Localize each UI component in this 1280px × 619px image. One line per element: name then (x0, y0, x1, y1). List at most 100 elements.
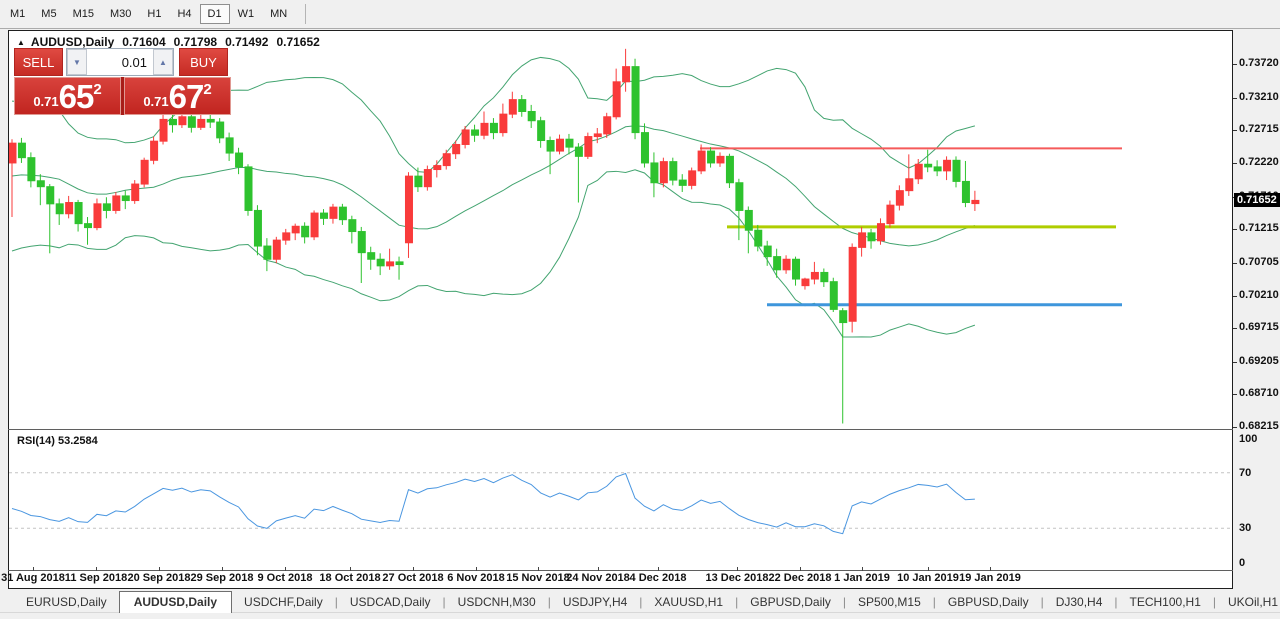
date-axis-tick (222, 567, 223, 571)
chart-tab-audusd-daily[interactable]: AUDUSD,Daily (118, 591, 233, 613)
chart-window (8, 30, 1233, 589)
chart-tab-sp500-m15[interactable]: SP500,M15 (858, 595, 921, 609)
timeframe-button-h1[interactable]: H1 (147, 8, 162, 20)
price-axis-label: 0.69715 (1239, 321, 1279, 333)
date-axis-tick (159, 567, 160, 571)
sell-price-big: 65 (58, 77, 95, 115)
price-axis-tick (1233, 362, 1237, 363)
timeframe-button-m5[interactable]: M5 (41, 8, 57, 20)
chart-tab-usdcnh-m30[interactable]: USDCNH,M30 (457, 595, 536, 609)
sell-button[interactable]: SELL (14, 48, 63, 76)
date-axis-label: 15 Nov 2018 (506, 572, 570, 584)
chart-tab-ukoil-h1[interactable]: UKOil,H1 (1228, 595, 1279, 609)
price-axis-label: 0.72715 (1239, 123, 1279, 135)
date-axis-tick (990, 567, 991, 571)
tab-separator: | (547, 595, 551, 609)
price-axis-label: 0.69205 (1239, 355, 1279, 367)
rsi-pane-bottom-border (8, 570, 1233, 571)
date-axis-label: 11 Sep 2018 (64, 572, 128, 584)
one-click-trade-panel: SELL ▼ ▲ BUY 0.71 65 2 0.71 67 2 (14, 48, 231, 115)
date-axis-label: 22 Dec 2018 (768, 572, 832, 584)
chart-tab-gbpusd-daily[interactable]: GBPUSD,Daily (750, 595, 831, 609)
price-axis-tick (1233, 229, 1237, 230)
tab-separator: | (1040, 595, 1044, 609)
price-axis-tick (1233, 130, 1237, 131)
timeframe-button-d1[interactable]: D1 (199, 4, 230, 24)
collapse-icon[interactable]: ▲ (17, 37, 25, 47)
date-axis-label: 10 Jan 2019 (897, 572, 959, 584)
volume-input[interactable] (87, 49, 153, 75)
rsi-value: 53.2584 (57, 435, 98, 447)
rsi-indicator-label: RSI(14) 53.2584 (17, 435, 98, 447)
date-axis-label: 20 Sep 2018 (127, 572, 191, 584)
toolbar-separator (305, 4, 307, 24)
date-axis-tick (96, 567, 97, 571)
timeframe-button-m30[interactable]: M30 (109, 8, 132, 20)
buy-button[interactable]: BUY (179, 48, 228, 76)
date-axis-label: 13 Dec 2018 (705, 572, 769, 584)
timeframe-button-m15[interactable]: M15 (72, 8, 94, 20)
buy-price-big: 67 (168, 77, 205, 115)
price-axis-label: 0.70210 (1239, 289, 1279, 301)
date-axis-label: 4 Dec 2018 (629, 572, 687, 584)
price-axis-label: 0.73210 (1239, 91, 1279, 103)
timeframe-button-m1[interactable]: M1 (10, 8, 26, 20)
date-axis-tick (350, 567, 351, 571)
timeframe-button-w1[interactable]: W1 (237, 8, 255, 20)
buy-price-display[interactable]: 0.71 67 2 (124, 77, 231, 115)
chart-tab-gbpusd-daily[interactable]: GBPUSD,Daily (947, 595, 1029, 609)
date-axis-label: 27 Oct 2018 (382, 572, 444, 584)
price-axis-label: 0.71215 (1239, 222, 1279, 234)
chart-tab-usdcad-daily[interactable]: USDCAD,Daily (349, 595, 431, 609)
bollinger-lower-line (11, 169, 976, 338)
date-axis-label: 18 Oct 2018 (319, 572, 381, 584)
price-axis-tick (1233, 427, 1237, 428)
timeframe-button-mn[interactable]: MN (270, 8, 288, 20)
chart-tab-usdjpy-h4[interactable]: USDJPY,H4 (562, 595, 628, 609)
chart-tab-dj30-h4[interactable]: DJ30,H4 (1055, 595, 1103, 609)
buy-price-sup: 2 (203, 80, 212, 98)
date-axis-label: 1 Jan 2019 (834, 572, 890, 584)
timeframe-button-h4[interactable]: H4 (177, 8, 192, 20)
tab-separator: | (735, 595, 739, 609)
volume-decrease-button[interactable]: ▼ (67, 49, 87, 75)
date-axis-tick (737, 567, 738, 571)
ohlc-open: 0.71604 (122, 35, 166, 49)
buy-price-small: 0.71 (143, 93, 169, 109)
tab-separator: | (639, 595, 643, 609)
trade-panel-price-row: 0.71 65 2 0.71 67 2 (14, 77, 231, 115)
ohlc-high: 0.71798 (173, 35, 218, 49)
price-axis-tick (1233, 64, 1237, 65)
tab-separator: | (1114, 595, 1118, 609)
date-axis-tick (285, 567, 286, 571)
tab-separator: | (1212, 595, 1217, 609)
chart-tab-eurusd-daily[interactable]: EURUSD,Daily (26, 595, 107, 609)
price-axis-label: 0.68215 (1239, 420, 1279, 432)
sell-price-display[interactable]: 0.71 65 2 (14, 77, 121, 115)
tab-separator: | (334, 595, 338, 609)
chart-title: ▲ AUDUSD,Daily 0.71604 0.71798 0.71492 0… (17, 35, 320, 49)
rsi-axis-label: 30 (1239, 522, 1252, 534)
current-price-box: 0.71652 (1234, 193, 1280, 207)
timeframe-toolbar: M1 M5 M15 M30 H1 H4 D1 W1 MN (0, 0, 1280, 29)
date-axis-label: 31 Aug 2018 (1, 572, 65, 584)
date-axis-label: 29 Sep 2018 (190, 572, 254, 584)
chart-tab-tech100-h1[interactable]: TECH100,H1 (1129, 595, 1201, 609)
date-axis-tick (413, 567, 414, 571)
volume-increase-button[interactable]: ▲ (153, 49, 173, 75)
tab-separator: | (442, 595, 446, 609)
chart-tab-xauusd-h1[interactable]: XAUUSD,H1 (654, 595, 724, 609)
date-axis-tick (538, 567, 539, 571)
volume-spinner: ▼ ▲ (66, 48, 174, 76)
chart-tab-usdchf-daily[interactable]: USDCHF,Daily (244, 595, 323, 609)
pane-divider[interactable] (8, 429, 1233, 430)
date-axis-tick (862, 567, 863, 571)
price-axis-label: 0.68710 (1239, 387, 1279, 399)
date-axis-tick (598, 567, 599, 571)
sell-price-sup: 2 (93, 80, 102, 98)
ohlc-low: 0.71492 (225, 35, 269, 49)
tab-separator: | (842, 595, 847, 609)
date-axis-label: 9 Oct 2018 (257, 572, 313, 584)
status-strip (0, 613, 1280, 619)
